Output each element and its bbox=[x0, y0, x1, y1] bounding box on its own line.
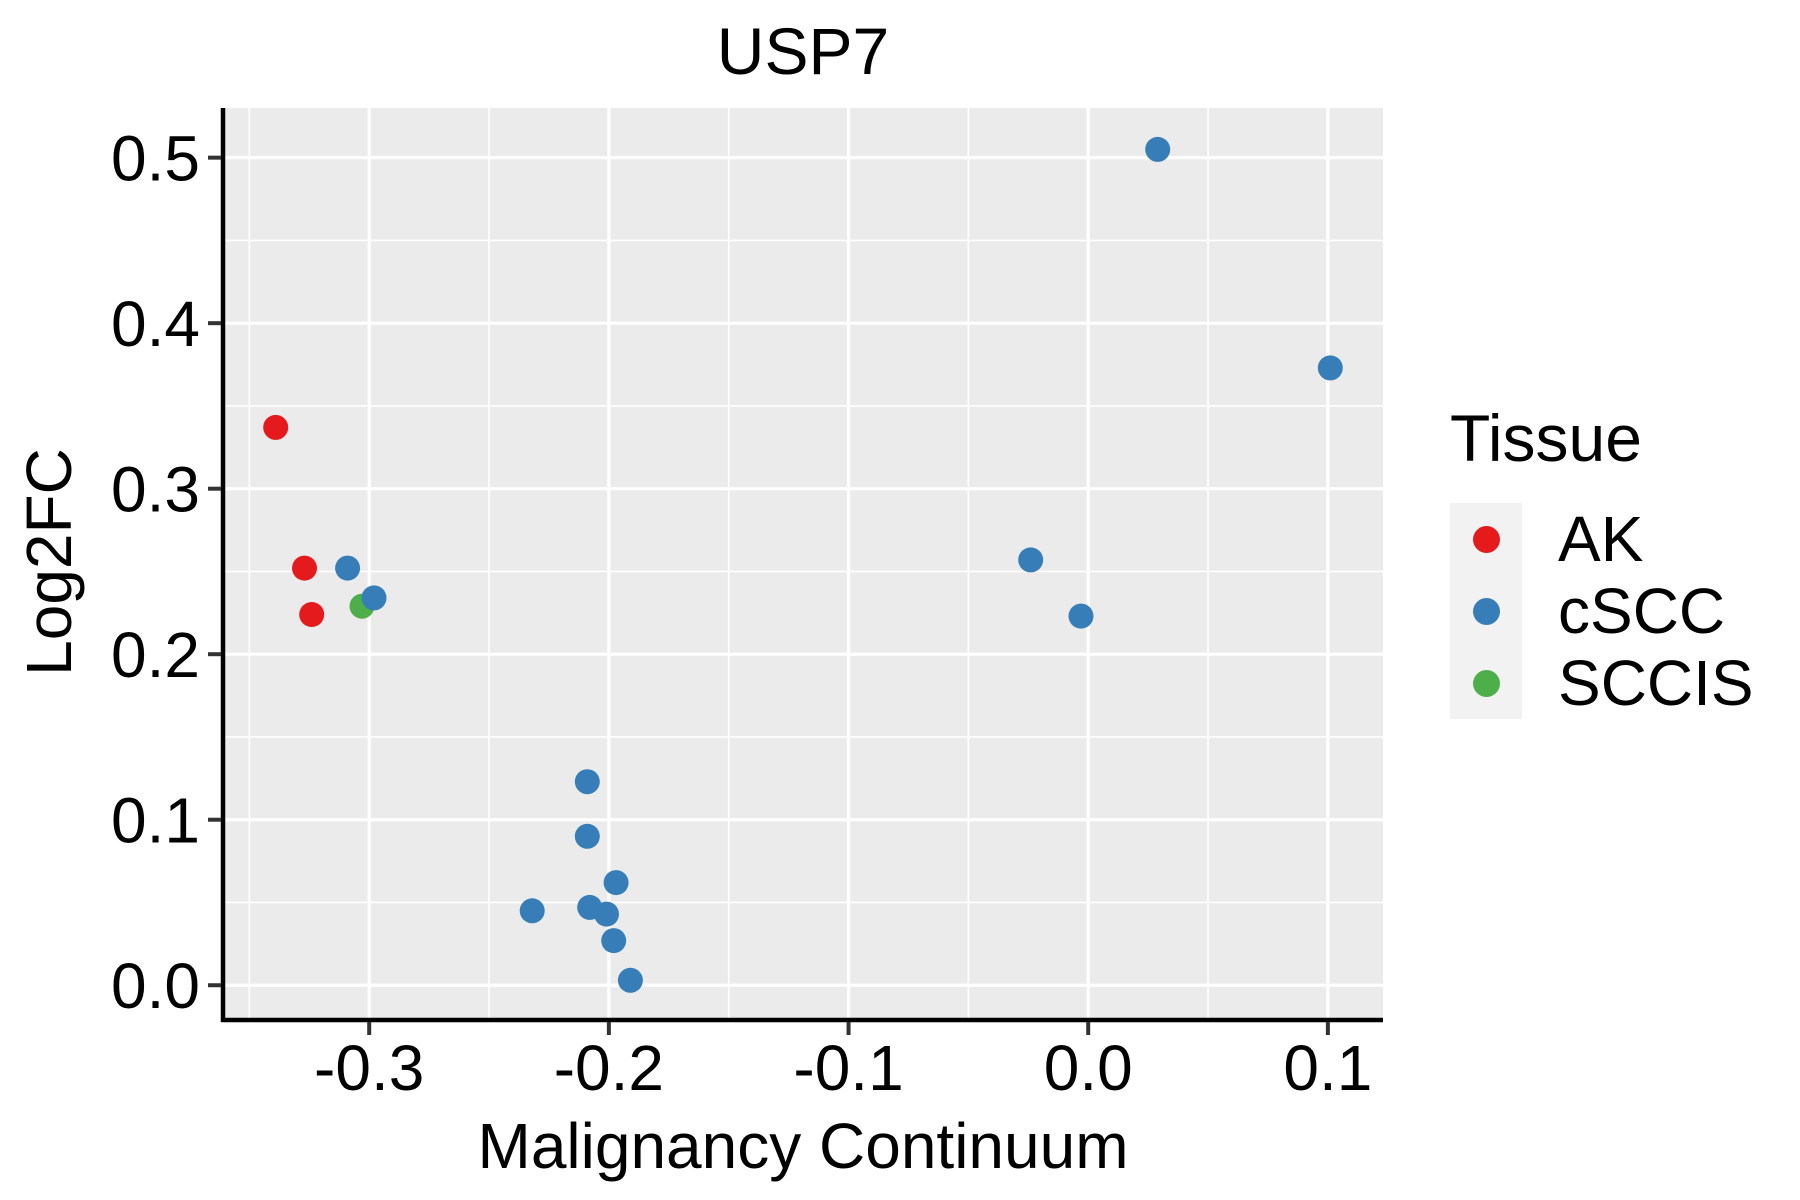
x-tick-label: 0.1 bbox=[1283, 1032, 1372, 1104]
data-point-cscc bbox=[335, 555, 361, 581]
plot-panel bbox=[223, 108, 1383, 1020]
legend-label-ak: AK bbox=[1558, 503, 1644, 575]
data-point-cscc bbox=[617, 967, 643, 993]
legend-key-ak bbox=[1450, 503, 1522, 575]
y-tick-label: 0.4 bbox=[111, 288, 200, 360]
x-tick-label: -0.1 bbox=[793, 1032, 903, 1104]
legend-title: Tissue bbox=[1450, 401, 1642, 475]
x-tick-label: -0.2 bbox=[554, 1032, 664, 1104]
data-point-cscc bbox=[1068, 603, 1094, 629]
legend-key-sccis bbox=[1450, 647, 1522, 719]
data-point-cscc bbox=[1018, 547, 1044, 573]
y-tick-label: 0.1 bbox=[111, 785, 200, 857]
data-point-cscc bbox=[1145, 136, 1171, 162]
y-axis-title: Log2FC bbox=[13, 448, 85, 676]
y-tick-label: 0.3 bbox=[111, 454, 200, 526]
y-tick-label: 0.2 bbox=[111, 619, 200, 691]
data-point-ak bbox=[292, 555, 317, 581]
legend-item-sccis: SCCIS bbox=[1450, 647, 1754, 719]
data-point-cscc bbox=[519, 898, 545, 924]
data-point-cscc bbox=[574, 823, 600, 849]
data-point-cscc bbox=[574, 769, 600, 795]
y-tick-label: 0.0 bbox=[111, 950, 200, 1022]
legend-dot-cscc-icon bbox=[1472, 597, 1500, 625]
chart-title: USP7 bbox=[716, 14, 890, 88]
legend-dot-sccis-icon bbox=[1472, 669, 1500, 697]
legend-label-cscc: cSCC bbox=[1558, 575, 1726, 647]
data-point-cscc bbox=[601, 928, 627, 954]
legend-rows: AK cSCC SCCIS bbox=[1450, 503, 1754, 719]
data-point-ak bbox=[263, 414, 289, 440]
x-axis-title: Malignancy Continuum bbox=[477, 1110, 1129, 1182]
data-point-cscc bbox=[603, 870, 629, 896]
y-tick-label: 0.5 bbox=[111, 123, 200, 195]
legend-dot-ak-icon bbox=[1472, 525, 1500, 553]
x-tick-label: 0.0 bbox=[1044, 1032, 1133, 1104]
data-point-cscc bbox=[361, 585, 387, 611]
legend: Tissue AK cSCC SCCIS bbox=[1450, 405, 1754, 719]
x-tick-label: -0.3 bbox=[314, 1032, 424, 1104]
legend-item-ak: AK bbox=[1450, 503, 1754, 575]
data-point-ak bbox=[299, 602, 325, 627]
legend-label-sccis: SCCIS bbox=[1558, 647, 1754, 719]
data-point-cscc bbox=[1317, 355, 1343, 381]
legend-key-cscc bbox=[1450, 575, 1522, 647]
data-point-cscc bbox=[594, 901, 619, 927]
legend-item-cscc: cSCC bbox=[1450, 575, 1754, 647]
